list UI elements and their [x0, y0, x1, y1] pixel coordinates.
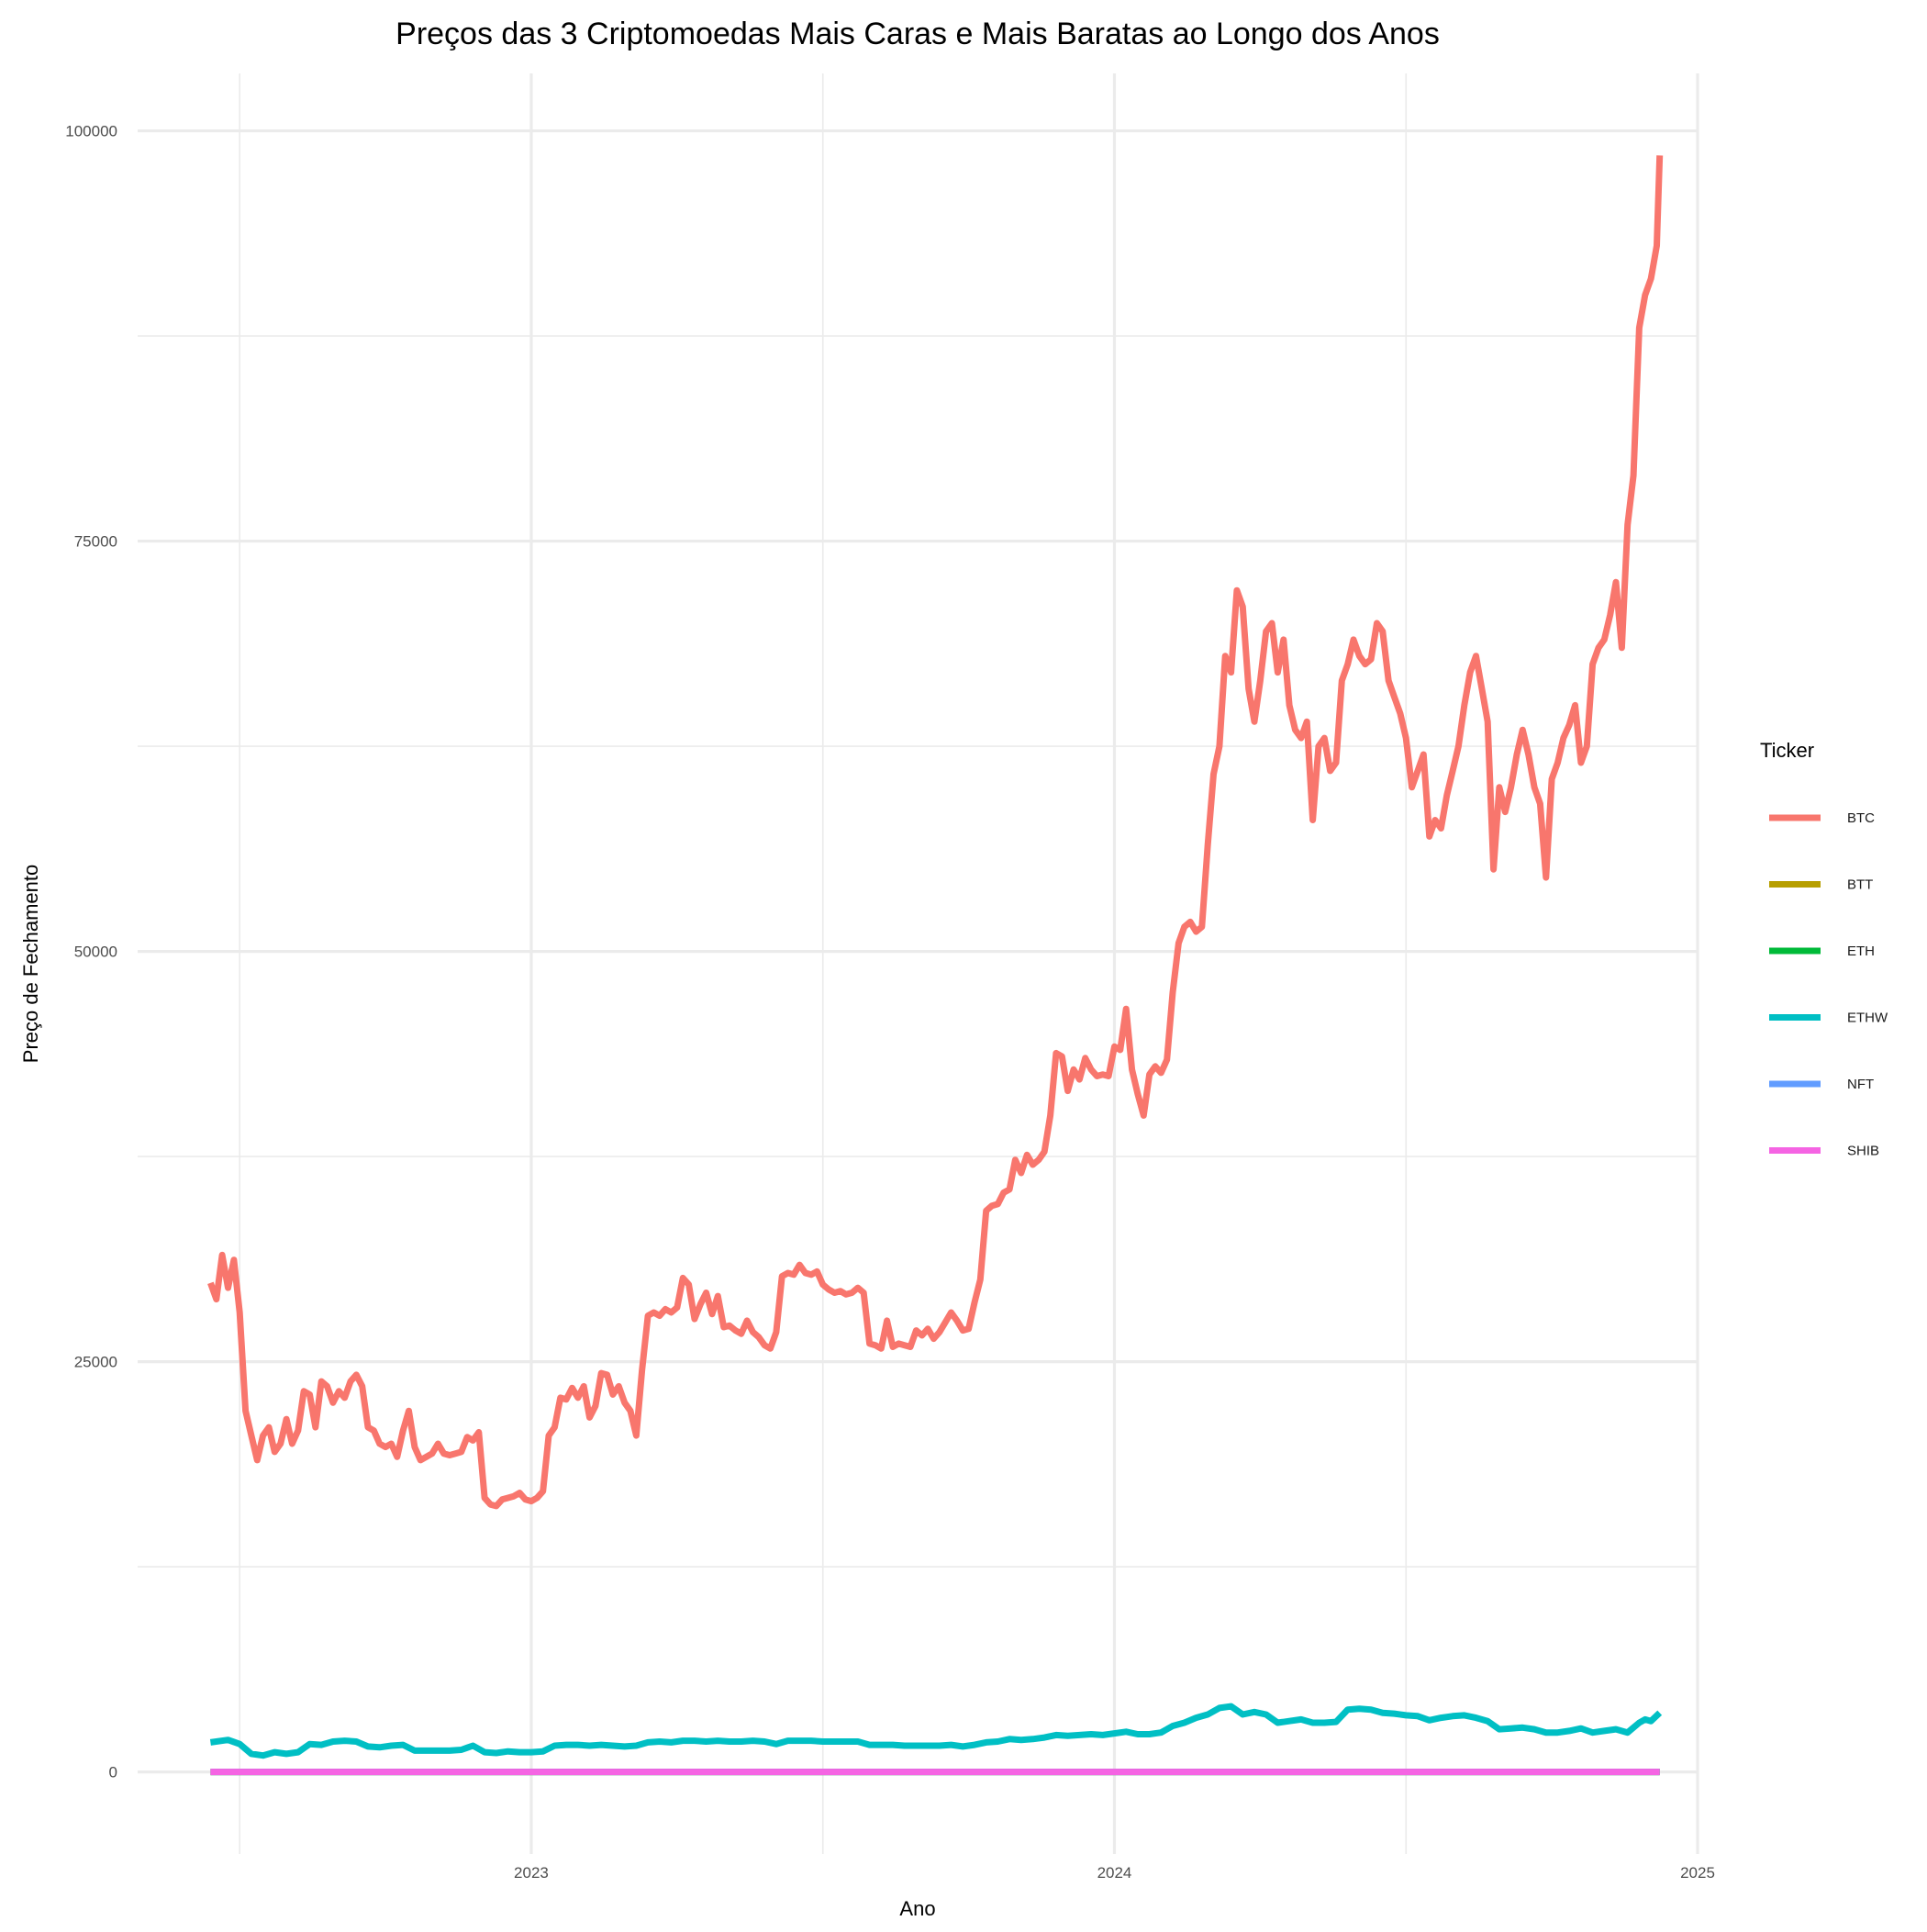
legend-label-eth: ETH: [1847, 944, 1875, 959]
y-axis-title: Preço de Fechamento: [19, 865, 42, 1063]
grid-lines: [138, 73, 1699, 1854]
chart-title: Preços das 3 Criptomoedas Mais Caras e M…: [395, 17, 1440, 51]
legend-label-btc: BTC: [1847, 810, 1875, 826]
legend-label-shib: SHIB: [1847, 1144, 1879, 1159]
y-tick-label: 0: [109, 1764, 117, 1781]
series-lines: [207, 155, 1664, 1776]
series-line-ethw: [209, 1703, 1663, 1759]
x-tick-label: 2025: [1680, 1864, 1715, 1882]
legend: Ticker BTC BTT ETH ETHW NFT SHIB: [1760, 739, 1888, 1159]
legend-label-nft: NFT: [1847, 1077, 1874, 1092]
x-axis-title: Ano: [899, 1897, 935, 1920]
x-tick-label: 2023: [514, 1864, 549, 1882]
y-tick-label: 75000: [74, 533, 117, 551]
y-tick-label: 100000: [65, 123, 117, 140]
legend-items: BTC BTT ETH ETHW NFT SHIB: [1769, 810, 1888, 1159]
y-tick-label: 25000: [74, 1354, 117, 1371]
tick-labels: 0 25000 50000 75000 100000 2023 2024 2025: [65, 123, 1715, 1882]
legend-label-btt: BTT: [1847, 877, 1873, 893]
x-tick-label: 2024: [1097, 1864, 1132, 1882]
legend-title: Ticker: [1760, 739, 1814, 762]
legend-label-ethw: ETHW: [1847, 1011, 1888, 1026]
y-tick-label: 50000: [74, 944, 117, 961]
series-line-btc: [207, 155, 1664, 1510]
